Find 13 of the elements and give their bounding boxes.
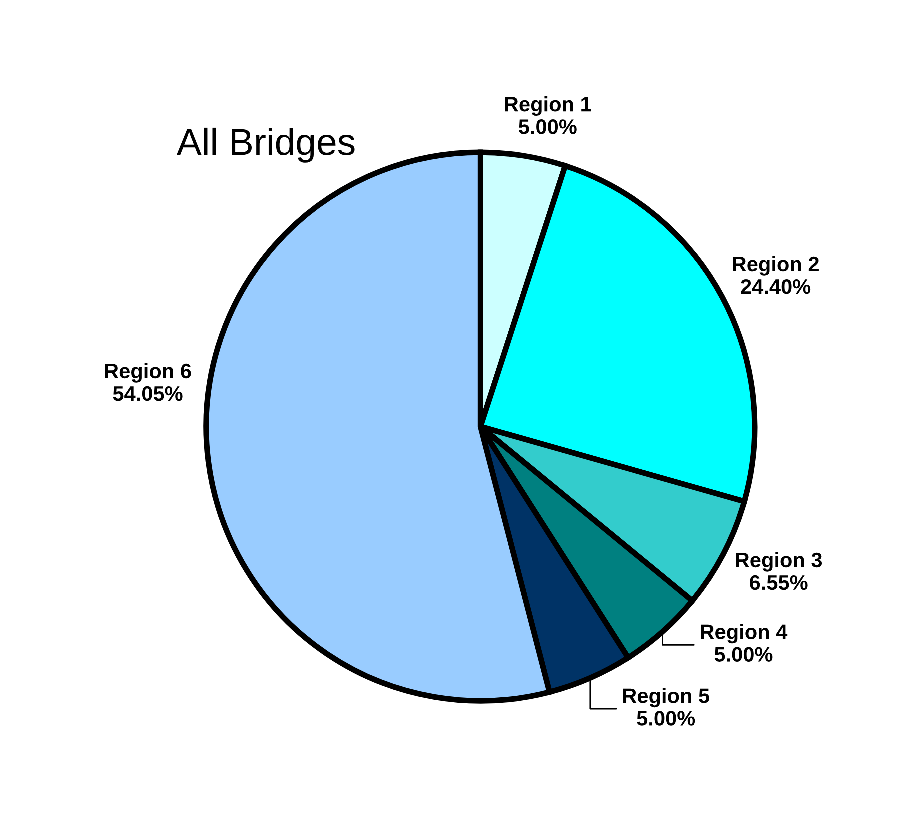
- slice-label: Region 3: [736, 552, 822, 572]
- data-label: 54.05%: [113, 386, 183, 402]
- text: All Bridges: [176, 128, 355, 163]
- data-label: 24.40%: [741, 279, 811, 294]
- slice-label: Region 2: [733, 256, 819, 276]
- data-label: 5.00%: [714, 647, 773, 662]
- slice-label: Region 5: [624, 688, 710, 708]
- slice-label: Region 6: [105, 363, 192, 383]
- slice-label: Region 4: [701, 624, 788, 644]
- data-label: 5.00%: [518, 120, 577, 134]
- data-label: 5.00%: [637, 711, 696, 726]
- slice-label: Region 1: [505, 96, 592, 116]
- data-label: 6.55%: [750, 575, 808, 590]
